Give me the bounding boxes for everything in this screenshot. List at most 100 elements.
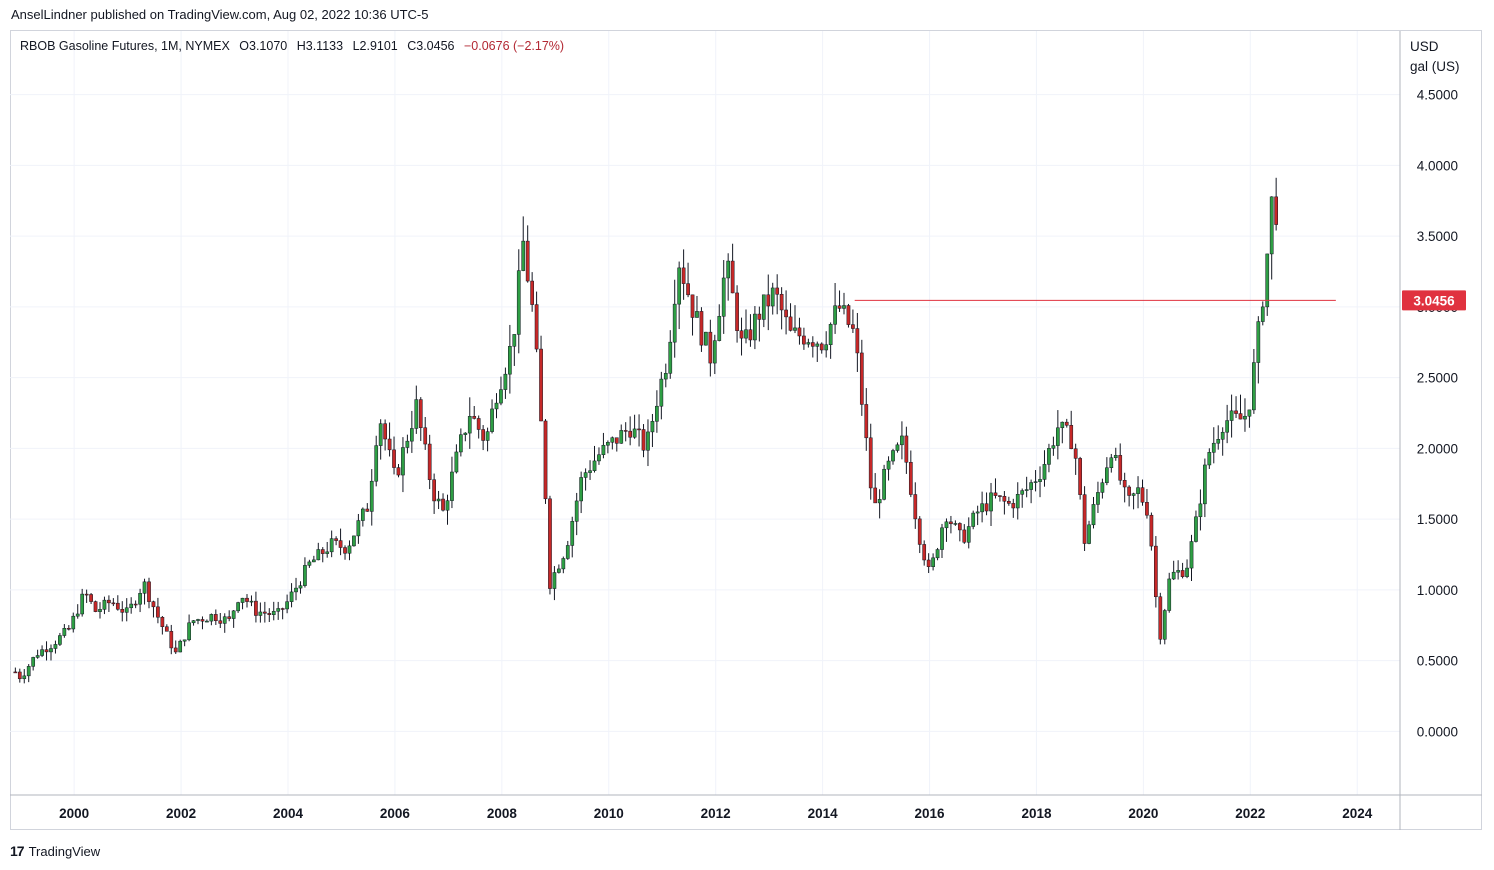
candle-up [1198, 503, 1203, 518]
grid-lines [10, 31, 1400, 795]
candle-up [695, 311, 699, 318]
y-tick-label: 3.5000 [1417, 229, 1458, 244]
candle-up [726, 260, 731, 279]
candle-up [347, 545, 352, 554]
candle-up [1015, 494, 1020, 509]
candle-up [138, 593, 142, 605]
candle-down [926, 559, 931, 567]
candle-up [940, 527, 944, 550]
candle-up [677, 267, 682, 305]
candle-up [249, 600, 254, 603]
x-tick-label: 2000 [59, 806, 89, 821]
candle-up [26, 666, 31, 677]
candle-up [1038, 479, 1042, 482]
candle-down [539, 348, 543, 422]
candle-up [360, 508, 365, 521]
candle-down [735, 292, 739, 331]
candle-up [561, 558, 566, 570]
candle-down [107, 599, 111, 604]
candle-down [766, 294, 771, 307]
candle-down [699, 311, 704, 346]
y-tick-label: 2.0000 [1417, 441, 1458, 456]
candle-up [1265, 253, 1270, 308]
candle-up [583, 472, 588, 478]
candle-down [1073, 448, 1078, 459]
candle-up [1252, 362, 1256, 411]
candle-up [717, 316, 722, 341]
candle-up [231, 610, 236, 619]
candle-up [494, 402, 499, 410]
candle-up [401, 447, 405, 476]
candle-up [989, 492, 993, 512]
x-tick-label: 2012 [701, 806, 731, 821]
candle-down [1011, 503, 1016, 509]
candle-up [971, 512, 976, 527]
candle-up [459, 434, 463, 453]
candle-up [294, 587, 298, 593]
candle-down [730, 260, 735, 294]
candle-down [757, 313, 762, 320]
candle-down [89, 594, 93, 602]
chart-legend: RBOB Gasoline Futures, 1M, NYMEX O3.1070… [20, 39, 564, 53]
candle-up [374, 445, 379, 482]
candle-up [565, 545, 570, 559]
x-tick-label: 2008 [487, 806, 518, 821]
candle-up [276, 608, 281, 612]
legend-high: H3.1133 [296, 39, 344, 53]
candle-down [427, 443, 432, 480]
publisher-line: AnselLindner published on TradingView.co… [11, 7, 429, 22]
x-tick-label: 2004 [273, 806, 304, 821]
candle-down [432, 479, 436, 502]
candle-up [704, 331, 708, 346]
candle-up [1105, 467, 1109, 483]
candle-up [58, 635, 62, 645]
candle-down [797, 327, 802, 337]
candle-down [859, 352, 864, 405]
candle-up [570, 521, 575, 546]
candle-down [1002, 496, 1007, 502]
candle-down [1149, 514, 1154, 547]
candle-up [1162, 610, 1167, 640]
candle-up [1211, 442, 1216, 453]
candle-up [659, 378, 664, 407]
candle-down [262, 611, 267, 614]
candle-down [681, 267, 686, 284]
candle-down [530, 280, 534, 305]
candle-down [392, 449, 396, 468]
candle-up [1055, 427, 1060, 446]
candle-down [44, 649, 49, 653]
candle-down [1078, 458, 1082, 495]
candle-up [1203, 464, 1207, 505]
candle-down [84, 593, 89, 596]
candle-up [815, 343, 820, 347]
candle-down [534, 304, 539, 350]
candle-up [646, 431, 650, 451]
candle-up [1269, 196, 1274, 255]
tradingview-logo[interactable]: 17 TradingView [10, 843, 100, 859]
candle-up [1167, 578, 1172, 611]
candle-down [1069, 425, 1074, 450]
candle-down [13, 671, 18, 674]
candle-up [182, 639, 187, 642]
candle-down [525, 240, 530, 282]
candle-down [1082, 494, 1087, 544]
candle-down [775, 287, 780, 295]
candle-down [1145, 501, 1149, 516]
candle-up [436, 498, 441, 502]
candle-down [637, 428, 641, 431]
candles [13, 177, 1278, 684]
candle-up [49, 648, 53, 653]
x-tick-label: 2010 [594, 806, 624, 821]
candle-up [610, 437, 615, 443]
candle-up [1131, 493, 1136, 496]
legend-change: −0.0676 (−2.17%) [463, 39, 565, 53]
candle-down [164, 626, 169, 632]
candle-down [160, 616, 165, 627]
candle-up [187, 622, 191, 641]
candle-down [548, 498, 552, 589]
candle-up [178, 640, 183, 653]
candle-up [1247, 409, 1252, 417]
candle-up [753, 313, 757, 341]
candle-up [521, 240, 526, 271]
